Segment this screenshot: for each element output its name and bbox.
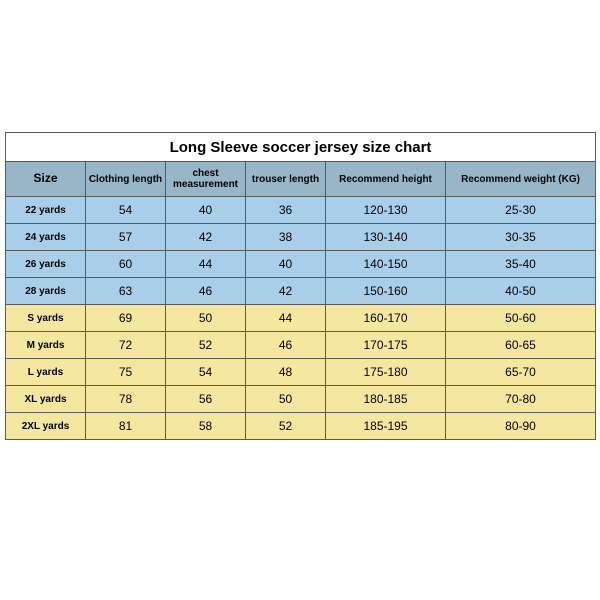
table-row: 26 yards604440140-15035-40 <box>6 251 596 278</box>
value-cell: 25-30 <box>446 197 596 224</box>
value-cell: 54 <box>166 359 246 386</box>
value-cell: 150-160 <box>326 278 446 305</box>
value-cell: 180-185 <box>326 386 446 413</box>
value-cell: 30-35 <box>446 224 596 251</box>
table-row: L yards755448175-18065-70 <box>6 359 596 386</box>
value-cell: 50-60 <box>446 305 596 332</box>
value-cell: 69 <box>86 305 166 332</box>
size-cell: L yards <box>6 359 86 386</box>
value-cell: 130-140 <box>326 224 446 251</box>
value-cell: 40 <box>166 197 246 224</box>
value-cell: 48 <box>246 359 326 386</box>
table-row: XL yards785650180-18570-80 <box>6 386 596 413</box>
value-cell: 50 <box>246 386 326 413</box>
value-cell: 60 <box>86 251 166 278</box>
table-row: 28 yards634642150-16040-50 <box>6 278 596 305</box>
value-cell: 38 <box>246 224 326 251</box>
value-cell: 40 <box>246 251 326 278</box>
value-cell: 140-150 <box>326 251 446 278</box>
col-header: Recommend height <box>326 162 446 197</box>
table-head: Long Sleeve soccer jersey size chart Siz… <box>6 133 596 197</box>
value-cell: 44 <box>166 251 246 278</box>
col-header: chest measurement <box>166 162 246 197</box>
size-cell: 2XL yards <box>6 413 86 440</box>
value-cell: 60-65 <box>446 332 596 359</box>
table-row: S yards695044160-17050-60 <box>6 305 596 332</box>
value-cell: 63 <box>86 278 166 305</box>
col-header: Size <box>6 162 86 197</box>
size-cell: 26 yards <box>6 251 86 278</box>
table-title: Long Sleeve soccer jersey size chart <box>6 133 596 162</box>
value-cell: 70-80 <box>446 386 596 413</box>
value-cell: 57 <box>86 224 166 251</box>
value-cell: 75 <box>86 359 166 386</box>
value-cell: 52 <box>246 413 326 440</box>
size-cell: 28 yards <box>6 278 86 305</box>
col-header: Clothing length <box>86 162 166 197</box>
size-cell: M yards <box>6 332 86 359</box>
value-cell: 81 <box>86 413 166 440</box>
value-cell: 170-175 <box>326 332 446 359</box>
size-cell: 24 yards <box>6 224 86 251</box>
value-cell: 52 <box>166 332 246 359</box>
value-cell: 78 <box>86 386 166 413</box>
value-cell: 54 <box>86 197 166 224</box>
size-cell: XL yards <box>6 386 86 413</box>
value-cell: 44 <box>246 305 326 332</box>
value-cell: 185-195 <box>326 413 446 440</box>
size-cell: 22 yards <box>6 197 86 224</box>
value-cell: 40-50 <box>446 278 596 305</box>
table-row: M yards725246170-17560-65 <box>6 332 596 359</box>
col-header: Recommend weight (KG) <box>446 162 596 197</box>
size-chart-page: Long Sleeve soccer jersey size chart Siz… <box>0 0 600 600</box>
title-row: Long Sleeve soccer jersey size chart <box>6 133 596 162</box>
col-header: trouser length <box>246 162 326 197</box>
value-cell: 46 <box>166 278 246 305</box>
value-cell: 80-90 <box>446 413 596 440</box>
table-row: 2XL yards815852185-19580-90 <box>6 413 596 440</box>
table-wrapper: Long Sleeve soccer jersey size chart Siz… <box>5 132 595 440</box>
table-row: 24 yards574238130-14030-35 <box>6 224 596 251</box>
value-cell: 42 <box>166 224 246 251</box>
value-cell: 35-40 <box>446 251 596 278</box>
value-cell: 160-170 <box>326 305 446 332</box>
value-cell: 120-130 <box>326 197 446 224</box>
header-row: SizeClothing lengthchest measurementtrou… <box>6 162 596 197</box>
table-body: 22 yards544036120-13025-3024 yards574238… <box>6 197 596 440</box>
value-cell: 36 <box>246 197 326 224</box>
value-cell: 65-70 <box>446 359 596 386</box>
size-chart-table: Long Sleeve soccer jersey size chart Siz… <box>5 132 596 440</box>
value-cell: 50 <box>166 305 246 332</box>
value-cell: 42 <box>246 278 326 305</box>
size-cell: S yards <box>6 305 86 332</box>
value-cell: 56 <box>166 386 246 413</box>
value-cell: 175-180 <box>326 359 446 386</box>
value-cell: 46 <box>246 332 326 359</box>
value-cell: 58 <box>166 413 246 440</box>
table-row: 22 yards544036120-13025-30 <box>6 197 596 224</box>
value-cell: 72 <box>86 332 166 359</box>
